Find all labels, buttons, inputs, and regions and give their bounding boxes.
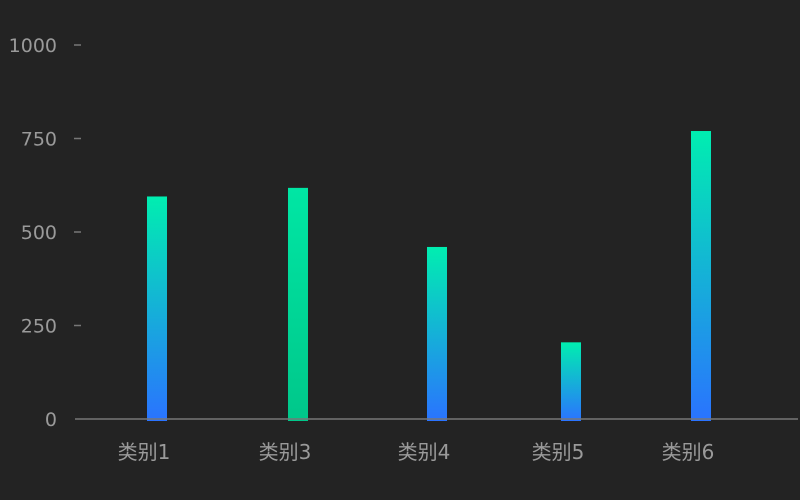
x-category-label: 类别5	[532, 440, 585, 464]
x-axis-labels: 类别1 类别3 类别4 类别5 类别6	[118, 440, 715, 464]
x-category-label: 类别1	[118, 440, 171, 464]
y-tick-label: 1000	[9, 35, 57, 57]
bars-group	[147, 131, 711, 421]
y-axis: 0 250 500 750 1000	[9, 35, 81, 431]
y-tick-label: 250	[21, 316, 57, 338]
bar-3[interactable]	[427, 246, 447, 421]
bar-2[interactable]	[288, 187, 308, 421]
bar-1[interactable]	[147, 196, 167, 421]
bar-5[interactable]	[691, 131, 711, 421]
y-tick-label: 500	[21, 222, 57, 244]
x-category-label: 类别3	[259, 440, 312, 464]
y-tick-label: 750	[21, 129, 57, 151]
x-category-label: 类别4	[398, 440, 451, 464]
bar-4[interactable]	[561, 342, 581, 421]
x-category-label: 类别6	[662, 440, 715, 464]
y-tick-label: 0	[45, 409, 57, 431]
